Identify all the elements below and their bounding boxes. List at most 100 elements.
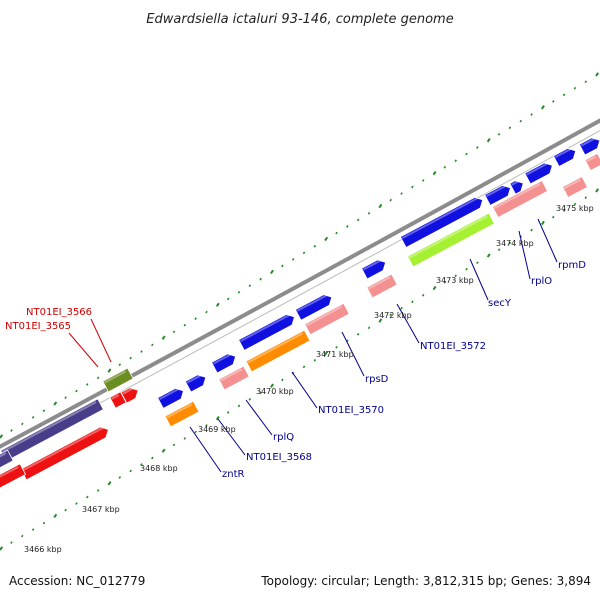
inner-dot — [508, 241, 512, 245]
inner-dot — [465, 267, 468, 271]
outer-dot — [476, 146, 479, 149]
kbp-ticks: 3466 kbp 3467 kbp 3468 kbp 3469 kbp 3470 kbp… — [24, 204, 594, 554]
outer-dot — [226, 297, 230, 301]
outer-dot — [0, 434, 4, 439]
feature-forward-cds — [294, 294, 333, 321]
outer-dot — [432, 170, 437, 176]
feature-track — [0, 137, 600, 493]
feature-rpmd — [561, 175, 589, 199]
outer-dot — [346, 225, 349, 228]
leader-line — [68, 332, 99, 368]
leader-line — [469, 258, 489, 301]
inner-dot — [183, 437, 187, 440]
feature-purple-small — [0, 449, 14, 475]
outer-dot — [215, 302, 220, 307]
feature-forward-cds — [524, 162, 553, 185]
feature-forward-cds — [361, 259, 387, 280]
feature-forward-cds — [509, 180, 524, 195]
feature-reverse-cds-edge — [0, 463, 27, 493]
kbp-label: 3473 kbp — [436, 276, 474, 285]
inner-dot — [378, 318, 383, 323]
inner-dot — [389, 313, 392, 317]
outer-dot — [454, 159, 457, 163]
genome-backbone — [0, 118, 600, 449]
feature-rpsd — [366, 273, 398, 299]
outer-dot — [291, 258, 295, 261]
outer-dot — [378, 203, 383, 209]
feature-forward-cds — [238, 313, 295, 351]
outer-dot — [281, 264, 284, 268]
feature-forward-cds — [157, 387, 184, 409]
feature-forward-cds — [211, 353, 237, 374]
outer-dot — [551, 100, 555, 103]
label-leader-lines — [68, 218, 558, 473]
inner-dot — [86, 495, 89, 499]
inner-dot — [64, 508, 67, 512]
inner-dot — [0, 546, 4, 551]
outer-dot — [10, 429, 13, 432]
feature-forward-cds — [399, 196, 484, 248]
leader-line — [217, 418, 246, 456]
outer-dot — [562, 93, 566, 97]
kbp-label: 3466 kbp — [24, 545, 62, 554]
feature-purple-block — [0, 398, 104, 462]
feature-secy — [407, 212, 495, 268]
outer-dot — [508, 126, 512, 130]
kbp-label: 3474 kbp — [496, 239, 534, 248]
gene-label: NT01EI_3566 — [26, 307, 92, 318]
outer-dot — [367, 211, 371, 215]
outer-dot — [248, 284, 252, 288]
feature-forward-cds — [578, 137, 600, 156]
inner-dot — [21, 534, 24, 538]
inner-dot — [411, 300, 414, 304]
leader-line — [189, 426, 222, 473]
outer-dot — [129, 356, 132, 360]
inner-dot — [443, 280, 447, 284]
outer-dot — [443, 165, 447, 169]
inner-dot — [226, 411, 230, 414]
feature-reverse-cds — [20, 426, 109, 481]
outer-dot — [389, 198, 392, 202]
inner-dot — [281, 378, 284, 382]
outer-dot — [486, 138, 491, 143]
inner-dot — [248, 398, 252, 401]
outer-dot — [42, 409, 46, 413]
outer-dot — [540, 105, 545, 110]
kbp-label: 3471 kbp — [316, 350, 354, 359]
gene-label: NT01EI_3572 — [420, 341, 486, 352]
outer-dot-track — [0, 72, 600, 439]
inner-dot — [367, 326, 371, 330]
gene-label: zntR — [222, 469, 245, 480]
inner-dot — [194, 430, 197, 434]
inner-dot — [10, 541, 13, 544]
outer-dot — [465, 152, 468, 156]
feature-nt01ei-3568 — [218, 365, 250, 391]
outer-dot — [411, 185, 414, 189]
kbp-label: 3470 kbp — [256, 387, 294, 396]
inner-dot — [302, 365, 306, 369]
feature-reverse-small — [120, 387, 139, 404]
gene-label: rpsD — [365, 374, 389, 385]
outer-dot — [519, 119, 523, 123]
outer-dot — [86, 383, 89, 386]
inner-dot — [421, 293, 425, 297]
feature-rna-edge — [584, 152, 600, 172]
inner-dot — [161, 448, 166, 453]
feature-forward-cds — [552, 147, 577, 168]
map-title: Edwardsiella ictaluri 93-146, complete g… — [146, 12, 453, 27]
summary-text: Topology: circular; Length: 3,812,315 bp… — [260, 574, 591, 588]
outer-dot — [53, 401, 58, 406]
outer-dot — [400, 192, 403, 195]
outer-dot — [573, 86, 577, 90]
inner-dot — [270, 383, 274, 388]
outer-dot — [96, 376, 100, 380]
leader-line — [518, 230, 531, 280]
inner-dot — [31, 528, 35, 531]
outer-dot — [259, 277, 262, 281]
outer-dot — [530, 113, 533, 116]
inner-dot — [595, 188, 600, 193]
gene-label: NT01EI_3570 — [318, 405, 384, 416]
inner-dot — [454, 274, 457, 278]
leader-line — [537, 218, 558, 263]
